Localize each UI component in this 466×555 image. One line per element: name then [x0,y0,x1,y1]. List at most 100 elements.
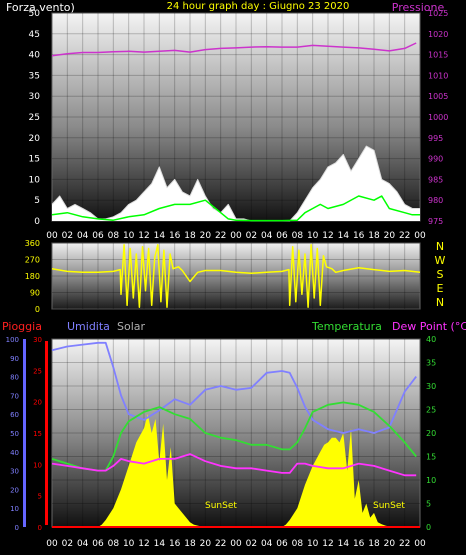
umidita-axis-tick-label: 10 [10,505,19,513]
hour-tick-label: 18 [184,539,196,549]
dew-point-label: Dew Point (°C) [392,320,466,333]
hour-tick-label: 22 [215,231,226,241]
hour-tick-label: 18 [184,231,196,241]
pioggia-axis-tick-label: 30 [33,336,42,344]
hour-tick-label: 00 [46,231,58,241]
hour-tick-label: 06 [276,231,288,241]
temperature-axis-tick-label: 0 [426,523,431,532]
hour-tick-label: 02 [246,539,257,549]
hour-tick-label: 20 [200,231,212,241]
hour-tick-label: 16 [169,231,181,241]
pressure-axis-tick-label: 985 [428,175,443,184]
hour-tick-label: 14 [154,539,166,549]
hour-tick-label: 00 [230,539,242,549]
pioggia-axis-tick-label: 0 [38,524,42,532]
hour-tick-label: 00 [46,539,58,549]
hour-tick-label: 22 [215,539,226,549]
umidita-label: Umidita [67,320,110,333]
hour-tick-label: 18 [368,231,380,241]
hour-tick-label: 02 [62,539,73,549]
umidita-axis-bar [23,339,26,527]
direction-axis-tick-label: 90 [30,289,40,298]
umidita-axis-tick-label: 60 [10,411,19,419]
solar-radiation-area [52,414,420,527]
pioggia-label: Pioggia [2,320,42,333]
pioggia-axis-tick-label: 25 [33,367,42,375]
hour-tick-label: 02 [246,231,257,241]
chart-title: 24 hour graph day : Giugno 23 2020 [167,1,350,12]
humidity-line [51,341,417,434]
hour-tick-label: 16 [353,231,365,241]
direction-letter-label: W [435,254,446,267]
temperature-axis-tick-label: 35 [426,359,436,368]
wind-gust-area [52,146,420,221]
hour-tick-label: 12 [322,231,333,241]
hour-tick-label: 06 [92,231,104,241]
direction-axis-tick-label: 360 [25,239,40,248]
hour-tick-label: 14 [154,231,166,241]
direction-letter-label: E [437,282,444,295]
hour-tick-label: 22 [399,539,410,549]
pressure-axis-tick-label: 1005 [428,92,448,101]
hour-tick-label: 14 [338,231,350,241]
hour-tick-label: 04 [77,539,89,549]
hour-tick-label: 00 [414,539,426,549]
direction-axis-tick-label: 180 [25,272,40,281]
umidita-axis-tick-label: 0 [15,524,19,532]
temperature-line [51,401,417,472]
wind-axis-tick-label: 15 [29,155,40,165]
hour-tick-label: 04 [77,231,89,241]
dew-point-line [51,453,417,477]
temperature-axis-tick-label: 25 [426,406,436,415]
right-axis-title: Pressione [392,1,445,14]
hour-tick-label: 08 [108,539,120,549]
hour-tick-label: 10 [123,231,135,241]
wind-axis-tick-label: 35 [29,71,40,81]
hour-tick-label: 04 [261,539,273,549]
wind-average-line [51,195,420,222]
wind-axis-tick-label: 5 [34,196,40,206]
wind-axis-tick-label: 50 [29,9,41,19]
hour-tick-label: 18 [368,539,380,549]
hour-tick-label: 22 [399,231,410,241]
hour-tick-label: 16 [169,539,181,549]
pioggia-axis-tick-label: 5 [38,493,42,501]
wind-axis-tick-label: 0 [34,217,40,227]
wind-axis-tick-label: 20 [29,134,41,144]
wind-axis-tick-label: 45 [29,30,40,40]
hour-tick-label: 10 [307,231,319,241]
temperature-axis-tick-label: 20 [426,429,436,438]
pressure-axis-tick-label: 1000 [428,113,448,122]
pressure-axis-tick-label: 980 [428,196,443,205]
umidita-axis-tick-label: 50 [10,430,19,438]
umidita-axis-tick-label: 100 [6,336,19,344]
umidita-axis-tick-label: 40 [10,449,19,457]
umidita-axis-tick-label: 80 [10,374,19,382]
wind-axis-tick-label: 10 [29,175,41,185]
hour-tick-label: 06 [276,539,288,549]
wind-axis-tick-label: 40 [29,51,41,61]
pioggia-axis-bar [45,341,48,525]
hour-tick-label: 08 [292,539,304,549]
solar-label: Solar [117,320,146,333]
pressure-axis-tick-label: 1025 [428,9,448,18]
direction-letter-label: N [436,240,444,253]
temperature-axis-tick-label: 10 [426,476,436,485]
hour-tick-label: 20 [384,539,396,549]
hour-tick-label: 00 [414,231,426,241]
hour-tick-label: 08 [292,231,304,241]
pioggia-axis-tick-label: 10 [33,461,42,469]
pressure-axis-tick-label: 990 [428,155,443,164]
umidita-axis-tick-label: 90 [10,355,19,363]
hour-tick-label: 12 [138,539,149,549]
wind-direction-line [51,244,421,308]
left-axis-title: Forza vento) [6,1,75,14]
hour-tick-label: 14 [338,539,350,549]
hour-tick-label: 00 [230,231,242,241]
wind-axis-tick-label: 25 [29,113,40,123]
pressure-line [51,42,417,57]
pioggia-axis-tick-label: 15 [33,430,42,438]
hour-tick-label: 12 [322,539,333,549]
hour-tick-label: 02 [62,231,73,241]
